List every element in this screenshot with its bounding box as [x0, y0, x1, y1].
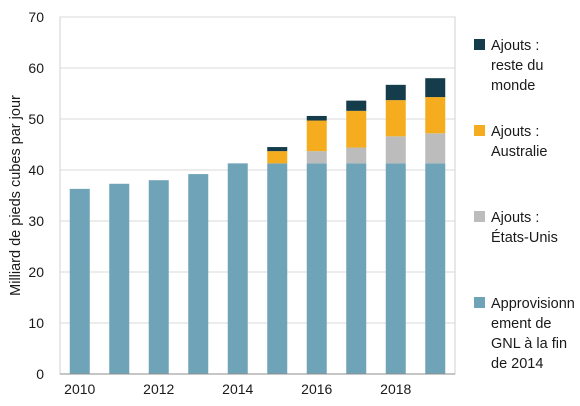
y-tick-label: 70 [28, 9, 44, 25]
y-tick-label: 0 [36, 366, 44, 382]
legend-swatch [474, 211, 485, 222]
y-tick-label: 50 [28, 111, 44, 127]
bar-segment [306, 151, 327, 164]
legend-label: reste du [491, 58, 543, 74]
y-tick-label: 10 [28, 315, 44, 331]
y-tick-label: 40 [28, 162, 44, 178]
legend-label: Ajouts : [491, 124, 539, 140]
x-tick-label: 2014 [222, 381, 253, 397]
bar-segment [267, 163, 288, 374]
bar-segment [188, 174, 209, 374]
y-tick-label: 60 [28, 60, 44, 76]
bar-segment [227, 163, 248, 374]
bar-segment [346, 100, 367, 111]
legend-label: ement de [491, 316, 551, 332]
legend-label: GNL à la fin [491, 336, 567, 352]
legend-label: Australie [491, 144, 547, 160]
bar-segment [109, 183, 130, 374]
bar-segment [425, 97, 446, 134]
bar-segment [385, 100, 406, 137]
bar-segment [346, 110, 367, 148]
legend-label: Ajouts : [491, 210, 539, 226]
bar-segment [425, 163, 446, 374]
bar-segment [267, 151, 288, 164]
bar-segment [385, 84, 406, 101]
bar-segment [425, 78, 446, 98]
legend-label: Approvisionn [491, 296, 575, 312]
legend-label: États-Unis [491, 229, 558, 246]
y-tick-label: 20 [28, 264, 44, 280]
bar-segment [306, 115, 327, 121]
bar-segment [385, 136, 406, 164]
legend-swatch [474, 125, 485, 136]
x-tick-label: 2018 [380, 381, 411, 397]
bar-segment [267, 147, 288, 152]
legend-label: Ajouts : [491, 38, 539, 54]
bar-segment [306, 163, 327, 374]
legend-swatch [474, 297, 485, 308]
x-tick-label: 2012 [143, 381, 174, 397]
y-tick-label: 30 [28, 213, 44, 229]
legend-swatch [474, 39, 485, 50]
x-tick-label: 2016 [301, 381, 332, 397]
bar-segment [385, 163, 406, 374]
bar-segment [425, 133, 446, 164]
legend-label: de 2014 [491, 356, 543, 372]
bar-segment [148, 180, 169, 374]
x-tick-label: 2010 [64, 381, 95, 397]
legend-label: monde [491, 78, 535, 94]
bar-segment [346, 163, 367, 374]
bar-segment [346, 147, 367, 164]
y-axis-label: Milliard de pieds cubes par jour [8, 95, 24, 296]
bar-segment [69, 188, 90, 374]
bar-segment [306, 120, 327, 152]
